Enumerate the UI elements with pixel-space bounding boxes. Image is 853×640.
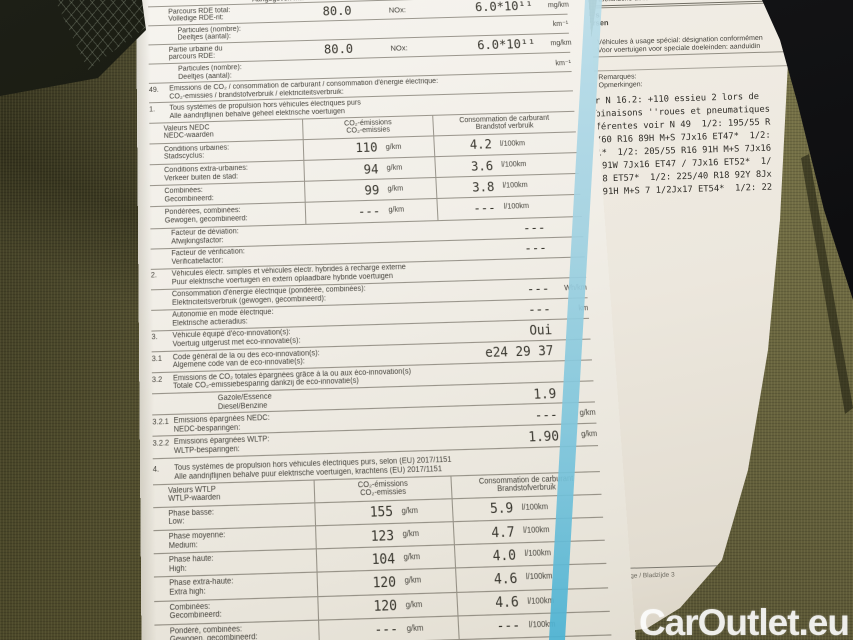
fuel-value: 3.8 xyxy=(471,179,495,195)
value: --- xyxy=(522,219,546,236)
value: --- xyxy=(527,301,552,318)
co2-value: 99 xyxy=(364,182,380,198)
wltp-table: Valeurs WTLP WTLP-waarden CO₂-émissions … xyxy=(152,470,612,640)
rde-value: 80.0 xyxy=(323,42,354,58)
co2-value: --- xyxy=(357,203,381,220)
fuel-unit: l/100km xyxy=(501,160,527,169)
co2-unit: g/km xyxy=(401,507,419,516)
co2-unit: g/km xyxy=(402,530,420,539)
unit: mg/km xyxy=(547,1,570,10)
fuel-value: 4.6 xyxy=(493,570,518,588)
section-52-labels: Remarques: Opmerkingen: xyxy=(598,69,816,91)
section-number: 3.2.1 xyxy=(152,418,169,427)
fuel-value: 3.6 xyxy=(470,158,494,174)
co2-value: 155 xyxy=(369,503,394,521)
co2-value: 123 xyxy=(370,527,395,544)
fuel-unit: l/100km xyxy=(503,203,530,212)
co2-value: --- xyxy=(374,621,399,639)
co2-unit: g/km xyxy=(387,185,404,194)
fuel-unit: l/100km xyxy=(499,139,526,148)
section-number: 3.2 xyxy=(151,375,163,384)
header-col1: Valeurs WTLP WTLP-waarden xyxy=(168,485,221,504)
value: e24 29 37 xyxy=(484,343,554,361)
fuel-value: 4.2 xyxy=(469,137,493,153)
unit: km⁻¹ xyxy=(552,21,569,29)
co2-value: 110 xyxy=(355,140,378,156)
fuel-value: --- xyxy=(496,617,521,635)
fuel-value: 5.9 xyxy=(489,500,514,518)
nedc-table: Valeurs NEDC NEDC-waarden CO₂-émissions … xyxy=(149,110,582,229)
watermark: CarOutlet.eu xyxy=(638,602,850,640)
header-col2: CO₂-émissions CO₂-emissies xyxy=(302,115,434,139)
nox-label: NOx: xyxy=(388,4,407,15)
header-col3: Consommation de carburant Brandstofverbr… xyxy=(450,471,602,498)
value: --- xyxy=(534,406,559,423)
fuel-value: 4.6 xyxy=(494,593,520,611)
rde-value: 80.0 xyxy=(322,4,352,19)
fuel-unit: l/100km xyxy=(502,181,528,190)
row-number xyxy=(148,8,168,10)
value: Oui xyxy=(528,322,553,339)
unit: km⁻¹ xyxy=(555,59,572,67)
header-col3: Consommation de carburant Brandstof verb… xyxy=(432,111,576,136)
row-labels: Partie urbaine du parcours RDE: xyxy=(169,42,325,62)
co2-unit: g/km xyxy=(404,577,422,586)
value: 1.9 xyxy=(532,385,557,402)
section-number: 3. xyxy=(151,334,158,342)
section-number: 3.1 xyxy=(151,354,162,363)
section-number: 4. xyxy=(152,465,160,475)
nox-value: 6.0*10¹¹ xyxy=(474,0,534,15)
fuel-unit: l/100km xyxy=(527,596,555,606)
fuel-unit: l/100km xyxy=(528,620,556,630)
fuel-value: 4.7 xyxy=(490,523,516,541)
unit: mg/km xyxy=(550,39,572,48)
co2-unit: g/km xyxy=(388,206,405,215)
value: --- xyxy=(526,281,550,297)
header-col2: CO₂-émissions CO₂-emissies xyxy=(313,476,452,503)
co2-value: 104 xyxy=(371,550,396,568)
fuel-value: 4.0 xyxy=(492,546,517,564)
co2-unit: g/km xyxy=(406,624,424,634)
co2-value: 120 xyxy=(372,573,397,591)
fuel-value: --- xyxy=(472,200,497,216)
nox-value: 6.0*10¹¹ xyxy=(476,37,536,53)
co2-unit: g/km xyxy=(403,553,421,563)
nox-label: NOx: xyxy=(390,43,408,53)
co2-value: 94 xyxy=(363,161,379,177)
section-number: 2. xyxy=(150,272,157,280)
left-page-content: Aangegeven maximale RDE-waarden Parcours… xyxy=(147,0,619,640)
value: --- xyxy=(523,240,548,256)
section-52-row: 52. Remarques: Opmerkingen: xyxy=(578,69,816,91)
co2-unit: g/km xyxy=(386,164,403,173)
row-labels: Parcours RDE total: Volledige RDE-rit: xyxy=(168,4,323,24)
section-number: 49. xyxy=(148,86,159,94)
value: 1.90 xyxy=(527,427,560,445)
co2-value: 120 xyxy=(373,597,398,615)
co2-unit: g/km xyxy=(385,143,402,152)
section-number: 1. xyxy=(149,106,156,114)
co2-unit: g/km xyxy=(405,600,423,610)
section-number: 3.2.2 xyxy=(152,439,170,448)
